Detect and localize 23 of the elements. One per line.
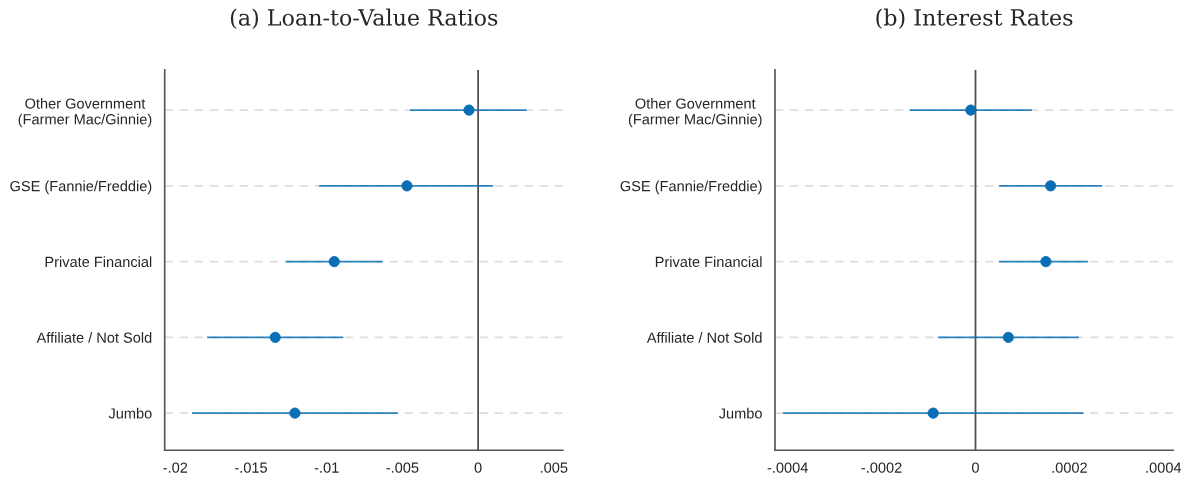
x-tick-label: .0002 xyxy=(1052,462,1087,473)
chart-title: (a) Loan-to-Value Ratios xyxy=(230,8,498,29)
y-tick-label: Affiliate / Not Sold xyxy=(646,332,762,343)
x-tick-label: .0004 xyxy=(1146,462,1182,473)
chart-title: (b) Interest Rates xyxy=(876,8,1073,29)
y-tick-label: Jumbo xyxy=(718,407,762,419)
y-tick-label: Affiliate / Not Sold xyxy=(36,332,152,343)
y-tick-label: Private Financial xyxy=(655,256,762,268)
y-tick-label: Other Government (Farmer Mac/Ginnie) xyxy=(628,98,762,128)
x-tick-label: 0 xyxy=(971,462,979,473)
x-tick-label: -.01 xyxy=(314,462,339,473)
x-tick-label: -.0004 xyxy=(767,462,808,473)
x-tick-label: -.02 xyxy=(163,462,188,473)
x-tick-label: .005 xyxy=(540,462,568,473)
y-tick-label: Other Government (Farmer Mac/Ginnie) xyxy=(18,98,152,128)
y-tick-label: GSE (Fannie/Freddie) xyxy=(620,180,762,195)
x-tick-label: -.005 xyxy=(386,462,419,473)
x-tick-label: -.015 xyxy=(235,462,268,473)
x-tick-label: 0 xyxy=(474,462,482,473)
x-tick-label: -.0002 xyxy=(861,462,902,473)
y-tick-label: Jumbo xyxy=(108,407,152,419)
y-tick-label: Private Financial xyxy=(45,256,152,268)
y-tick-label: GSE (Fannie/Freddie) xyxy=(10,180,152,195)
